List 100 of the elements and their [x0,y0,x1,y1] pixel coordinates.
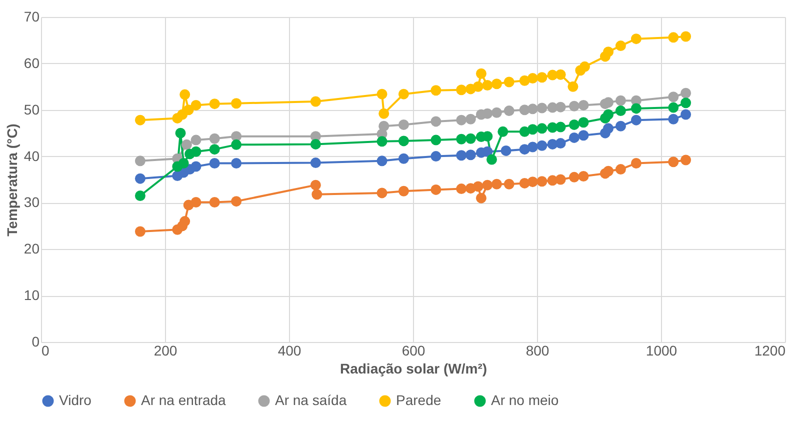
x-tick-label: 400 [278,342,302,358]
point [491,78,502,90]
point [190,197,202,208]
point [430,116,442,127]
point [568,172,580,182]
x-tick-label: 800 [526,342,550,358]
point [456,184,467,194]
point [465,114,476,124]
point [579,61,590,72]
point [555,122,566,132]
point [498,126,508,137]
y-tick-label: 50 [24,101,40,118]
point [578,130,589,141]
point [376,156,388,166]
point [482,108,493,119]
point [183,104,194,116]
y-tick-label: 10 [24,287,40,304]
point [491,178,502,190]
point [504,76,514,88]
point [482,180,493,190]
point [578,100,589,110]
point [310,96,321,107]
point [312,189,322,200]
point [378,120,390,132]
point [231,196,242,207]
point [536,72,548,83]
x-tick-label: 200 [154,342,178,358]
point [456,150,467,161]
point [398,88,409,100]
point [465,133,476,144]
x-tick-label: 600 [402,342,426,358]
point [456,84,467,96]
point [190,161,202,172]
y-tick-label: 40 [24,148,40,164]
point [527,142,538,152]
point [476,192,486,204]
point [630,103,642,114]
point [190,100,202,110]
point [134,190,146,201]
x-axis-title: Radiação solar (W/m²) [340,360,488,376]
point [134,226,146,237]
point [603,46,614,58]
point [231,139,242,150]
point [578,117,589,128]
point [482,80,493,90]
point [603,109,614,120]
point [630,114,642,126]
point [555,138,566,149]
point [378,108,390,119]
point [430,151,442,162]
point [668,32,679,43]
point [472,81,484,92]
point [134,114,146,126]
point [209,197,220,208]
y-tick-label: 30 [24,194,40,210]
point [231,158,242,168]
point [209,133,220,144]
point [527,124,538,135]
point [310,180,321,190]
point [615,164,626,175]
point [456,114,467,126]
point [615,95,626,106]
point [398,136,409,146]
point [476,68,486,79]
point [527,73,538,84]
point [175,128,186,138]
y-tick-label: 20 [24,240,40,257]
point [209,158,220,168]
x-tick-label: 1200 [754,342,786,358]
point [568,132,580,143]
point [680,109,692,120]
point [555,174,566,185]
x-tick-label: 1000 [646,342,678,358]
point [209,144,220,155]
point [578,171,589,182]
point [615,40,626,52]
legend-label: Vidro [59,392,92,408]
point [310,158,321,168]
point [134,156,146,166]
point [398,153,409,164]
point [398,119,409,130]
legend-label: Ar no meio [491,392,559,408]
point [180,216,190,227]
point [527,176,538,188]
point [630,158,642,168]
point [134,173,146,184]
point [555,69,566,80]
point [630,34,642,44]
point [568,81,578,92]
point [536,123,548,134]
point [680,88,692,98]
point [190,134,202,146]
point [398,186,409,196]
point [376,88,388,100]
point [568,100,580,112]
point [491,107,502,118]
legend-label: Ar na saída [275,392,347,408]
point [680,98,692,108]
point [500,145,512,156]
point [603,166,614,176]
